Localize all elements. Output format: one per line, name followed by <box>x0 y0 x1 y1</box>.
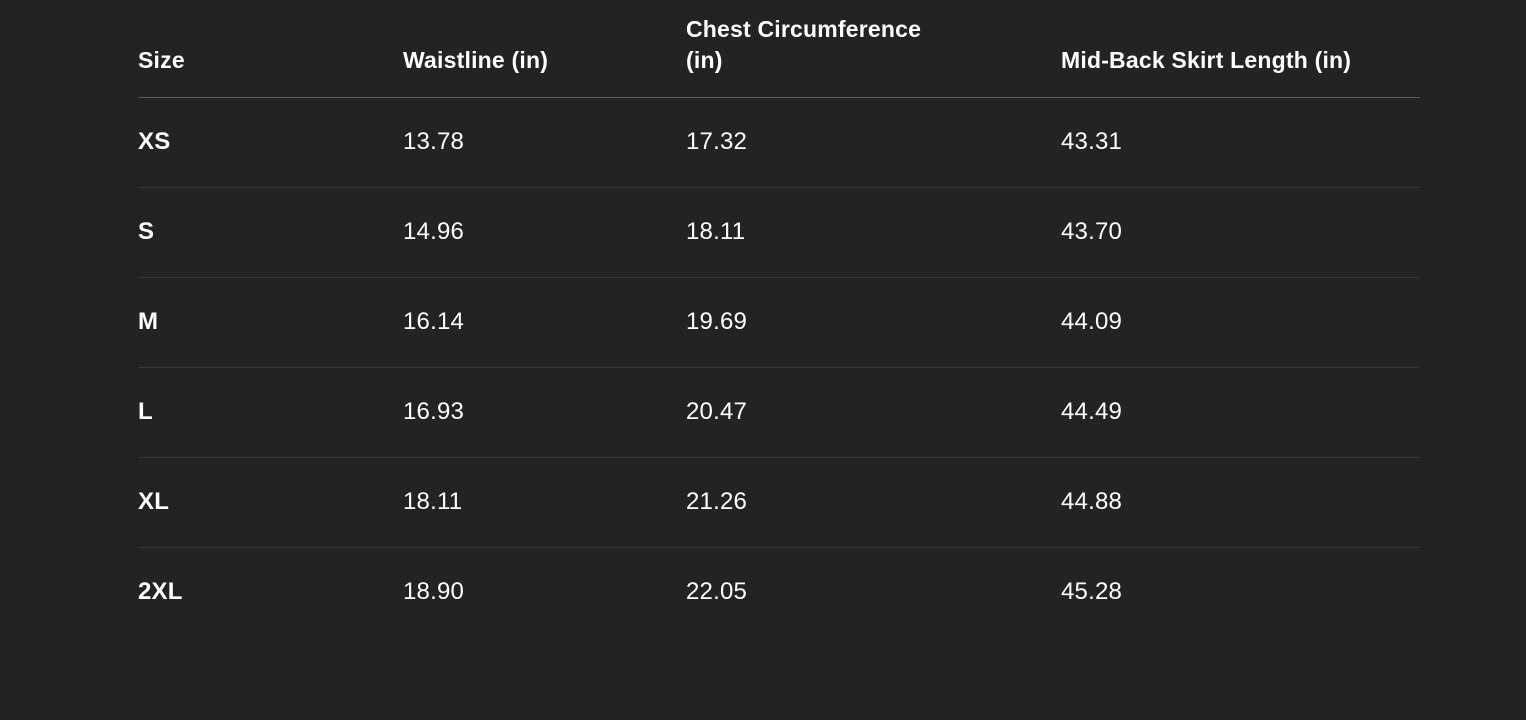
waistline-cell: 14.96 <box>403 187 686 278</box>
column-header-waistline-label: Waistline (in) <box>403 47 549 74</box>
chest-cell: 20.47 <box>686 367 1061 458</box>
size-cell: L <box>138 367 403 458</box>
size-chart-container: Size Waistline (in) Chest Circumference … <box>138 0 1420 637</box>
column-header-chest-circumference-label: Chest Circumference (in) <box>686 16 922 74</box>
table-body: XS 13.78 17.32 43.31 S 14.96 18.11 43.70… <box>138 97 1420 637</box>
chest-cell: 21.26 <box>686 457 1061 548</box>
table-row-m: M 16.14 19.69 44.09 <box>138 277 1420 368</box>
size-cell: XL <box>138 457 403 548</box>
header-row: Size Waistline (in) Chest Circumference … <box>138 0 1420 98</box>
skirt-length-cell: 43.31 <box>1061 97 1420 188</box>
table-row-xs: XS 13.78 17.32 43.31 <box>138 97 1420 188</box>
skirt-length-cell: 44.09 <box>1061 277 1420 368</box>
column-header-mid-back-skirt-length: Mid-Back Skirt Length (in) <box>1061 0 1420 98</box>
size-cell: S <box>138 187 403 278</box>
waistline-cell: 18.90 <box>403 578 465 606</box>
table-header: Size Waistline (in) Chest Circumference … <box>138 0 1420 98</box>
size-cell: XS <box>138 97 403 188</box>
chest-cell: 17.32 <box>686 97 1061 188</box>
waistline-cell: 18.11 <box>403 457 686 548</box>
table-row-s: S 14.96 18.11 43.70 <box>138 187 1420 278</box>
column-header-chest-circumference: Chest Circumference (in) <box>686 0 1061 98</box>
skirt-length-cell: 44.49 <box>1061 367 1420 458</box>
column-header-mid-back-skirt-length-label: Mid-Back Skirt Length (in) <box>1061 47 1352 74</box>
chest-cell: 18.11 <box>686 187 1061 278</box>
waistline-cell: 16.14 <box>403 277 686 368</box>
skirt-length-cell: 44.88 <box>1061 457 1420 548</box>
skirt-length-cell: 45.28 <box>1061 578 1123 606</box>
waistline-cell: 16.93 <box>403 367 686 458</box>
table-row-2xl: 2XL 18.90 22.05 45.28 <box>138 547 1420 637</box>
skirt-length-cell: 43.70 <box>1061 187 1420 278</box>
size-chart-table: Size Waistline (in) Chest Circumference … <box>138 0 1420 637</box>
column-header-waistline: Waistline (in) <box>403 0 686 98</box>
waistline-cell: 13.78 <box>403 97 686 188</box>
table-row-xl: XL 18.11 21.26 44.88 <box>138 457 1420 548</box>
size-cell: M <box>138 277 403 368</box>
chest-cell: 19.69 <box>686 277 1061 368</box>
size-cell: 2XL <box>138 578 183 606</box>
column-header-size: Size <box>138 0 403 98</box>
chest-cell: 22.05 <box>686 578 748 606</box>
table-row-l: L 16.93 20.47 44.49 <box>138 367 1420 458</box>
column-header-size-label: Size <box>138 47 185 74</box>
